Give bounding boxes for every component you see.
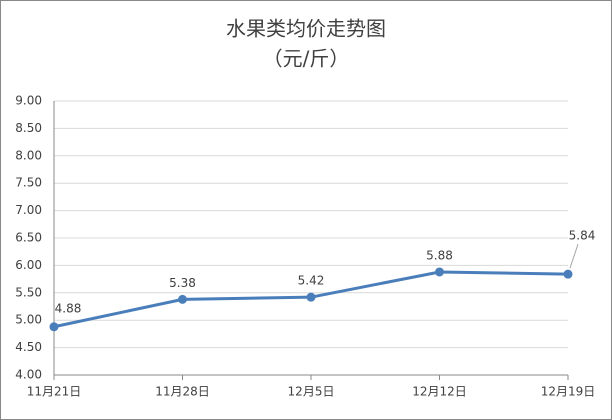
marker [178,294,187,304]
x-tick-label: 11月21日 [27,385,82,399]
x-tick-label: 12月19日 [541,385,596,399]
data-label: 5.84 [569,229,596,243]
chart-subtitle: （元/斤） [263,47,350,71]
marker [49,322,59,332]
x-tick-label: 12月5日 [288,385,335,399]
y-tick-label: 8.50 [15,121,42,135]
y-tick-label: 6.50 [15,231,42,245]
y-tick-label: 7.00 [15,203,42,217]
y-tick-label: 4.50 [15,340,42,354]
y-tick-label: 7.50 [15,176,42,190]
y-tick-label: 9.00 [15,94,42,108]
marker [306,292,316,302]
data-label: 5.42 [298,274,325,288]
x-tick-label: 11月28日 [155,385,210,399]
chart-title: 水果类均价走势图 [226,17,386,41]
leader-line [569,244,579,269]
marker [435,267,444,277]
y-tick-label: 5.50 [15,285,42,299]
data-label: 4.88 [55,301,82,315]
y-tick-label: 6.00 [15,258,42,272]
y-tick-label: 5.00 [15,313,42,327]
data-label: 5.38 [169,276,196,290]
marker [563,269,573,279]
x-tick-label: 12月12日 [412,385,467,399]
y-tick-label: 4.00 [15,368,42,382]
y-tick-label: 8.00 [15,148,42,162]
data-label: 5.88 [426,248,453,262]
